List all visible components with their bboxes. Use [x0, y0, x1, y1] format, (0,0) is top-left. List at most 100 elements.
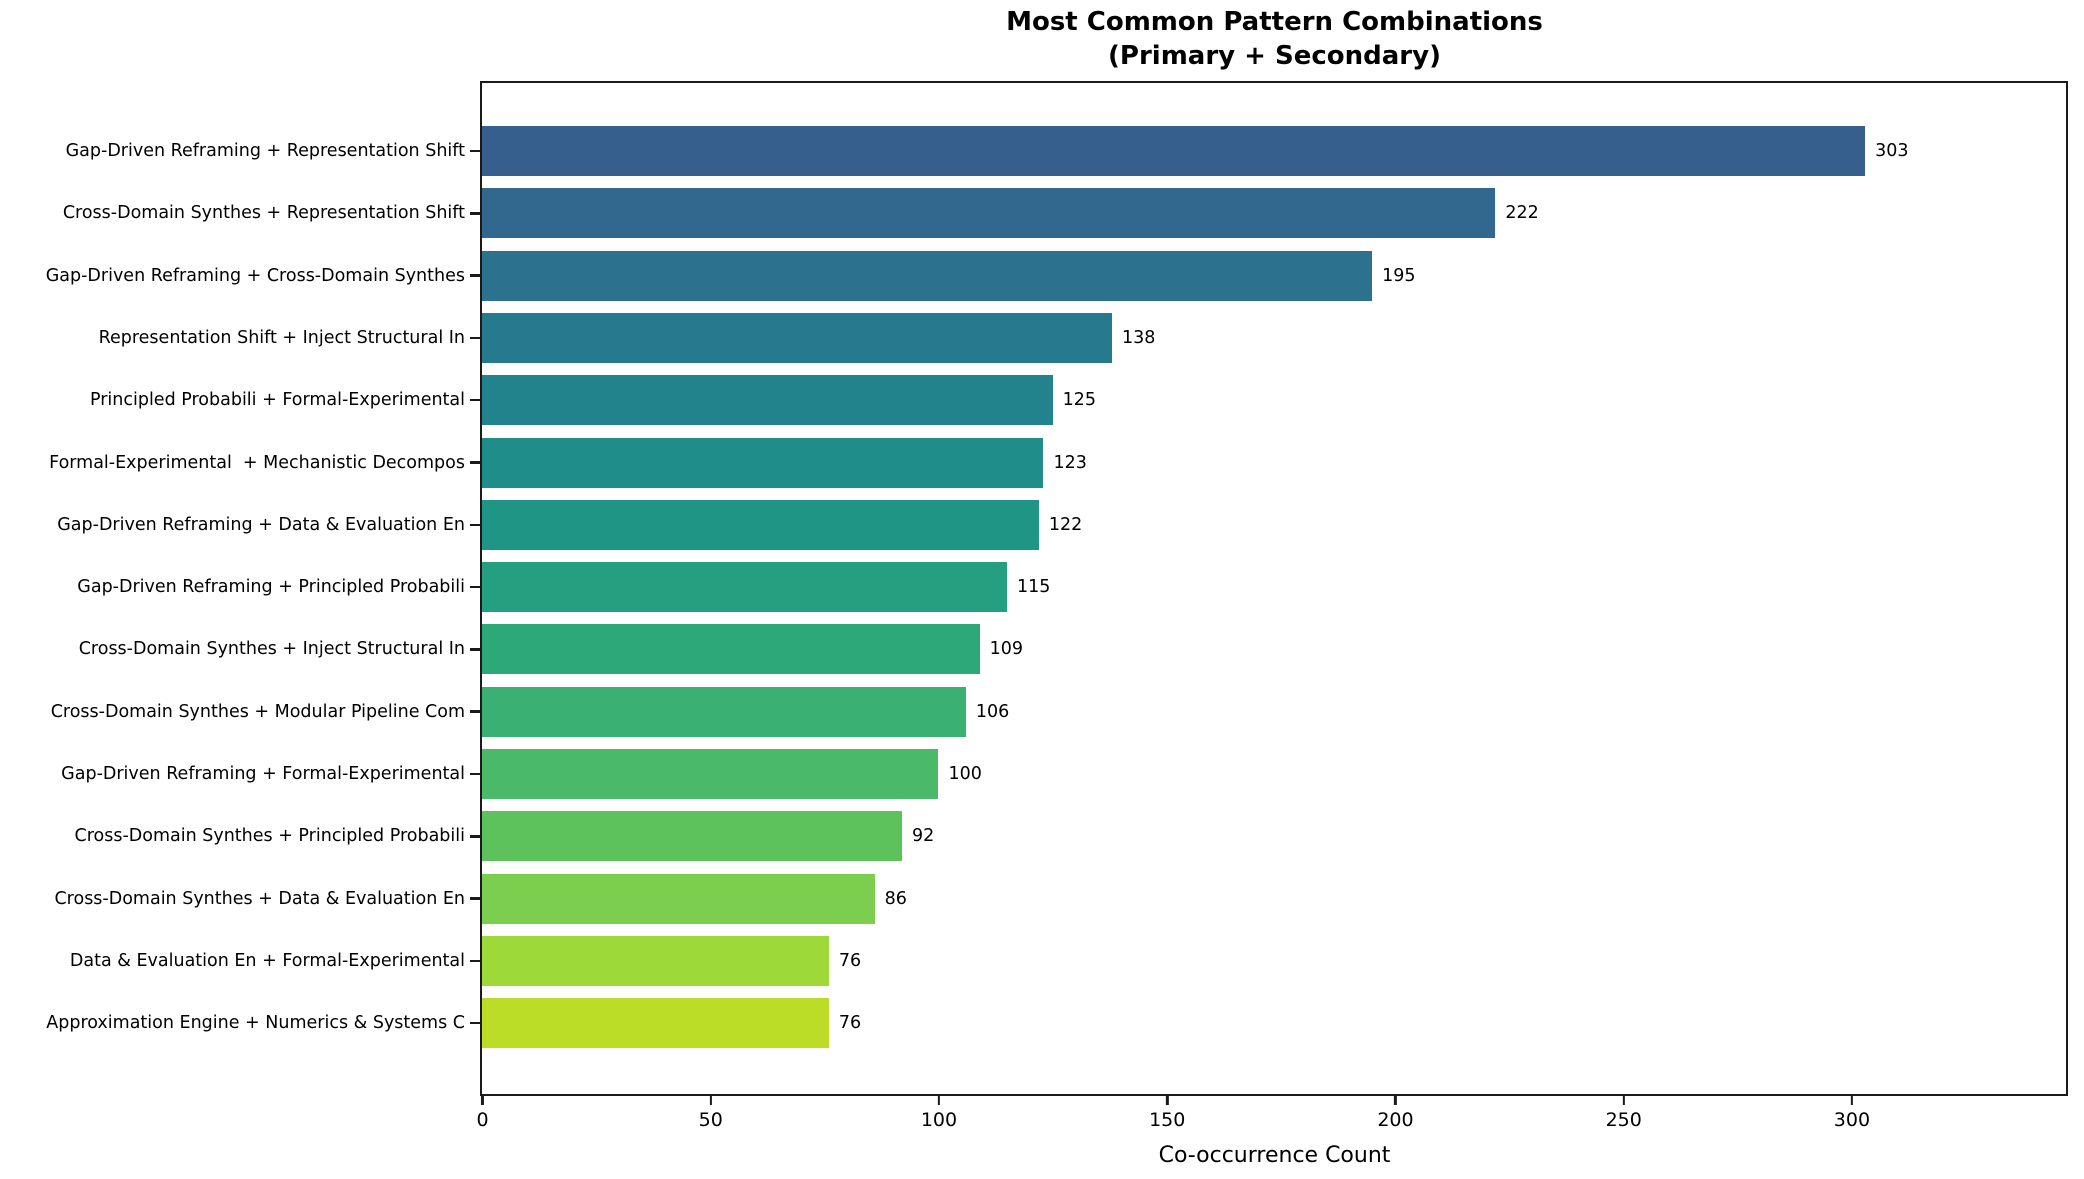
y-tick-mark — [469, 959, 480, 963]
x-tick-mark — [937, 1094, 941, 1105]
bar-row: Gap-Driven Reframing + Data & Evaluation… — [57, 499, 2066, 550]
x-tick-mark — [1394, 1094, 1397, 1105]
bar-row: Data & Evaluation En + Formal-Experiment… — [70, 935, 2066, 986]
y-tick-mark — [469, 149, 480, 153]
bar-row: Representation Shift + Inject Structural… — [99, 312, 2066, 363]
x-tick-label: 150 — [1149, 1108, 1186, 1131]
bar — [482, 375, 1053, 426]
x-tick-mark — [709, 1094, 712, 1105]
y-tick-mark — [469, 336, 480, 340]
bar — [482, 686, 966, 737]
bar-value-label: 303 — [1875, 141, 1909, 161]
bar — [482, 873, 875, 924]
x-tick-label: 0 — [476, 1108, 489, 1131]
bar-value-label: 195 — [1382, 265, 1416, 286]
y-tick-label: Gap-Driven Reframing + Cross-Domain Synt… — [45, 265, 465, 286]
bar-value-label: 122 — [1048, 514, 1083, 535]
y-tick-label: Gap-Driven Reframing + Data & Evaluation… — [57, 514, 465, 535]
bar-row: Cross-Domain Synthes + Representation Sh… — [63, 188, 2066, 239]
bar — [482, 188, 1496, 239]
y-tick-label: Approximation Engine + Numerics & System… — [46, 1013, 465, 1034]
y-tick-mark — [469, 398, 480, 402]
bar — [482, 624, 980, 675]
bar-value-label: 222 — [1505, 203, 1539, 224]
bar-row: Formal-Experimental + Mechanistic Decomp… — [49, 437, 2066, 488]
y-tick-label: Gap-Driven Reframing + Representation Sh… — [65, 141, 465, 161]
y-tick-mark — [469, 461, 480, 464]
bar — [482, 126, 1866, 176]
y-tick-label: Cross-Domain Synthes + Modular Pipeline … — [50, 701, 465, 722]
y-tick-label: Gap-Driven Reframing + Principled Probab… — [77, 577, 465, 598]
y-tick-mark — [469, 835, 480, 838]
y-tick-label: Cross-Domain Synthes + Data & Evaluation… — [54, 888, 465, 909]
y-tick-label: Formal-Experimental + Mechanistic Decomp… — [49, 452, 465, 473]
x-tick: 0 — [476, 1094, 489, 1131]
bar — [482, 499, 1039, 550]
bar-value-label: 76 — [838, 950, 862, 971]
y-tick-label: Cross-Domain Synthes + Representation Sh… — [62, 203, 465, 224]
bar-row: Cross-Domain Synthes + Principled Probab… — [74, 811, 2066, 862]
bar-value-label: 86 — [884, 888, 907, 909]
bar-row: Gap-Driven Reframing + Principled Probab… — [77, 562, 2066, 613]
y-tick-label: Gap-Driven Reframing + Formal-Experiment… — [61, 764, 465, 784]
y-tick-mark — [469, 648, 480, 651]
x-tick-mark — [1850, 1094, 1854, 1105]
bar — [482, 749, 939, 799]
chart-title: Most Common Pattern Combinations (Primar… — [1006, 7, 1543, 71]
plot-area: Gap-Driven Reframing + Representation Sh… — [46, 81, 2068, 1096]
x-tick-label: 200 — [1377, 1108, 1414, 1131]
bar-row: Gap-Driven Reframing + Cross-Domain Synt… — [46, 250, 2066, 301]
bar-row: Cross-Domain Synthes + Data & Evaluation… — [54, 873, 2066, 924]
x-tick: 100 — [920, 1094, 958, 1131]
bar-value-label: 100 — [948, 764, 982, 784]
bar-row: Cross-Domain Synthes + Modular Pipeline … — [51, 686, 2066, 737]
x-axis-label: Co-occurrence Count — [1158, 1143, 1391, 1168]
x-tick-label: 250 — [1605, 1108, 1642, 1131]
bar — [482, 562, 1007, 613]
y-tick-label: Data & Evaluation En + Formal-Experiment… — [69, 950, 465, 971]
bar — [482, 998, 829, 1049]
y-tick-mark — [469, 897, 480, 900]
bar-value-label: 115 — [1016, 577, 1051, 598]
bar — [482, 250, 1373, 301]
bar — [482, 811, 902, 862]
y-tick-mark — [469, 585, 480, 589]
bar-value-label: 123 — [1053, 452, 1087, 473]
y-tick-mark — [469, 772, 480, 776]
x-tick: 250 — [1605, 1094, 1642, 1131]
bar-value-label: 138 — [1121, 327, 1156, 348]
y-tick-mark — [469, 212, 480, 215]
x-tick: 50 — [698, 1094, 723, 1131]
bar — [482, 437, 1044, 488]
y-tick-mark — [469, 274, 480, 277]
bar-row: Approximation Engine + Numerics & System… — [46, 998, 2066, 1049]
y-tick-label: Cross-Domain Synthes + Inject Structural… — [78, 639, 465, 660]
y-tick-label: Principled Probabili + Formal-Experiment… — [89, 390, 465, 411]
bar-value-label: 125 — [1062, 390, 1096, 411]
bar-row: Cross-Domain Synthes + Inject Structural… — [79, 624, 2066, 675]
x-tick-label: 300 — [1833, 1108, 1871, 1131]
bar-value-label: 92 — [911, 826, 935, 847]
bar-row: Gap-Driven Reframing + Formal-Experiment… — [61, 749, 2066, 799]
bar — [482, 312, 1112, 363]
y-tick-label: Representation Shift + Inject Structural… — [98, 327, 465, 348]
x-tick-mark — [1622, 1094, 1625, 1105]
x-axis: 0 50 100 150 200 250 300 — [476, 1094, 2067, 1139]
y-tick-mark — [469, 1021, 480, 1025]
bar-row: Principled Probabili + Formal-Experiment… — [90, 375, 2066, 426]
x-tick: 200 — [1377, 1094, 1414, 1131]
y-tick-label: Cross-Domain Synthes + Principled Probab… — [74, 826, 465, 847]
bar-value-label: 109 — [989, 639, 1023, 660]
y-tick-mark — [469, 523, 480, 527]
y-tick-mark — [469, 710, 480, 713]
x-tick: 300 — [1833, 1094, 1871, 1131]
bar — [482, 935, 829, 986]
x-tick-mark — [481, 1094, 484, 1105]
x-tick-label: 50 — [698, 1108, 723, 1131]
bar-value-label: 106 — [975, 701, 1010, 722]
bar-row: Gap-Driven Reframing + Representation Sh… — [66, 126, 2066, 176]
x-tick-label: 100 — [920, 1108, 958, 1131]
x-tick-mark — [1165, 1094, 1169, 1105]
bar-value-label: 76 — [838, 1013, 862, 1034]
